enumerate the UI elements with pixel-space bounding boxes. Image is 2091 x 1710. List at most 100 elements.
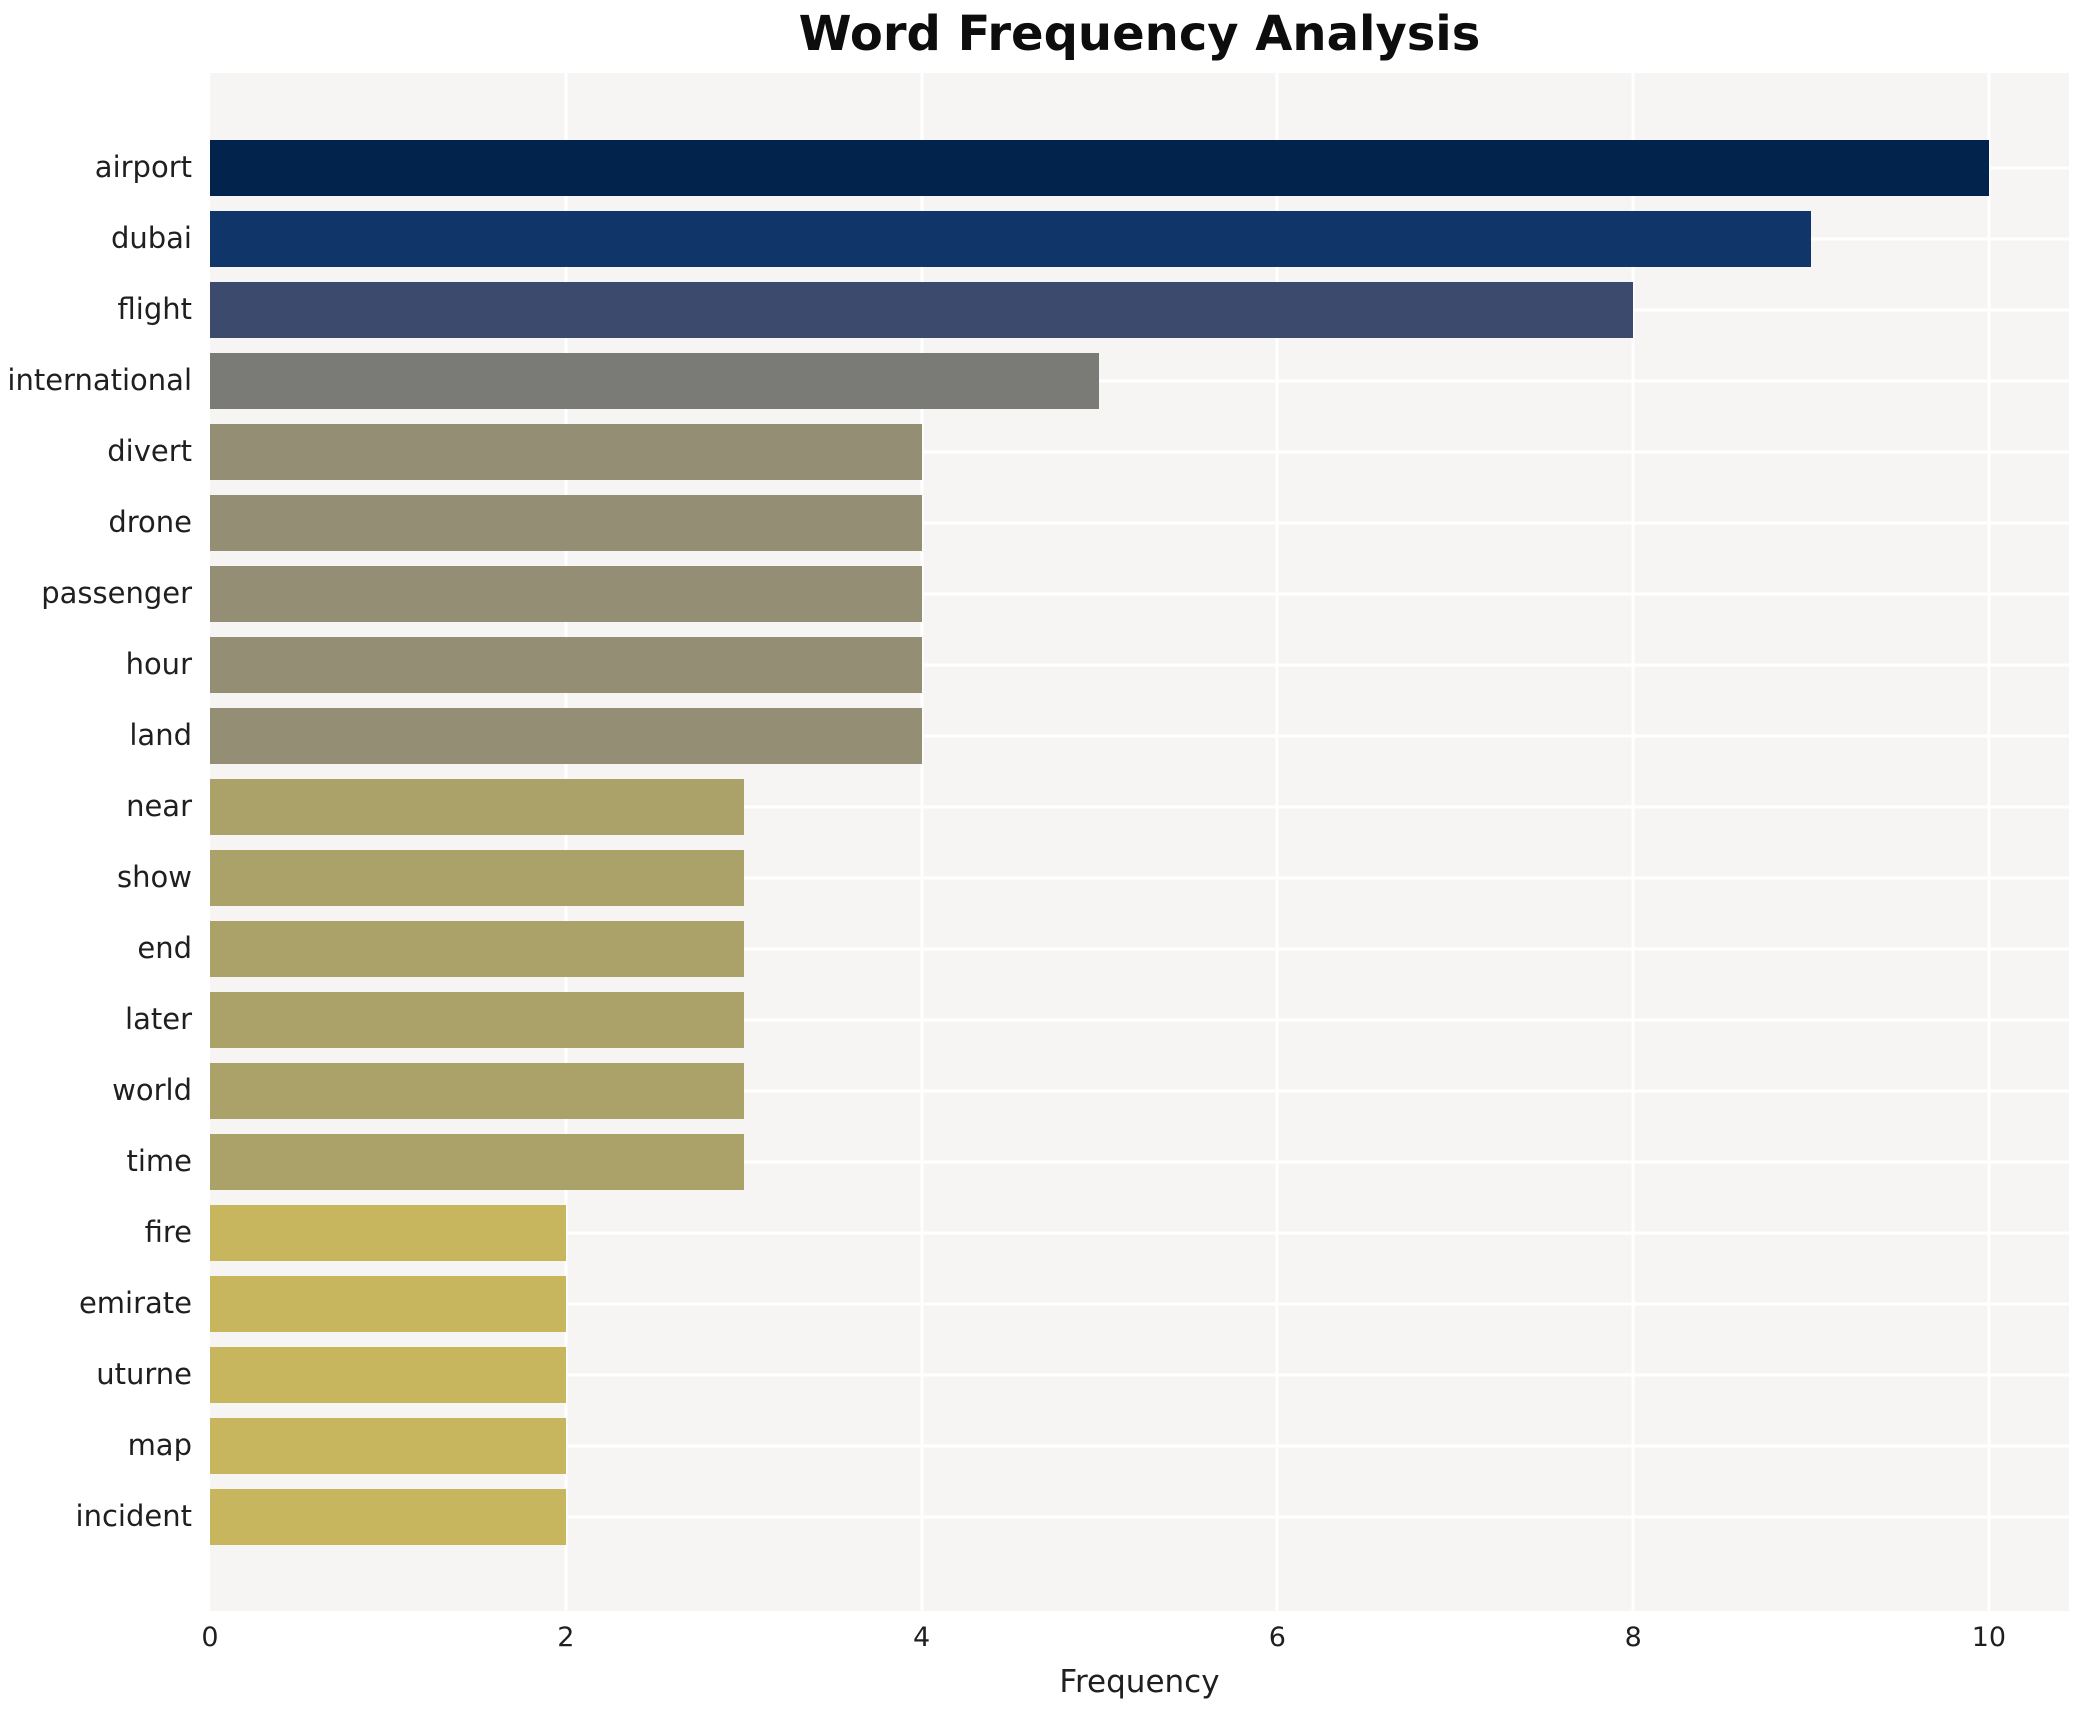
chart-title: Word Frequency Analysis: [798, 6, 1481, 62]
bar-row: international: [0, 345, 2091, 416]
category-label: flight: [117, 292, 192, 326]
bar-row: incident: [0, 1481, 2091, 1552]
bar-track: [210, 558, 2069, 629]
category-label: fire: [144, 1215, 192, 1249]
bar: [210, 210, 1812, 267]
bar-row: time: [0, 1126, 2091, 1197]
bar: [210, 565, 922, 622]
horizontal-gridline: [210, 947, 2069, 950]
horizontal-gridline: [210, 1231, 2069, 1234]
bar: [210, 920, 744, 977]
bar-row: fire: [0, 1197, 2091, 1268]
bar: [210, 1133, 744, 1190]
bar: [210, 707, 922, 764]
bar-row: show: [0, 842, 2091, 913]
horizontal-gridline: [210, 450, 2069, 453]
category-label: incident: [75, 1499, 192, 1533]
bar-row: near: [0, 771, 2091, 842]
bar-track: [210, 1339, 2069, 1410]
bar-row: flight: [0, 274, 2091, 345]
bar: [210, 494, 922, 551]
horizontal-gridline: [210, 1444, 2069, 1447]
category-label: airport: [94, 150, 192, 184]
bar-row: end: [0, 913, 2091, 984]
bar-track: [210, 1126, 2069, 1197]
bar-row: world: [0, 1055, 2091, 1126]
horizontal-gridline: [210, 1515, 2069, 1518]
vertical-gridline: [1987, 73, 1991, 1611]
x-tick-label: 0: [201, 1622, 219, 1653]
bar-track: [210, 203, 2069, 274]
category-label: emirate: [78, 1286, 192, 1320]
x-tick-label: 4: [912, 1622, 931, 1653]
bar-track: [210, 1268, 2069, 1339]
category-label: show: [117, 860, 192, 894]
category-label: near: [126, 789, 192, 823]
bar: [210, 849, 744, 906]
bar-row: uturne: [0, 1339, 2091, 1410]
bar-row: airport: [0, 132, 2091, 203]
bar: [210, 1204, 566, 1261]
bar: [210, 1417, 566, 1474]
bar-track: [210, 984, 2069, 1055]
bar-rows: airport dubai flight international divert dro…: [0, 132, 2091, 1552]
bar-row: dubai: [0, 203, 2091, 274]
x-axis-title: Frequency: [1059, 1664, 1220, 1700]
bar-row: passenger: [0, 558, 2091, 629]
bar: [210, 281, 1634, 338]
bar: [210, 778, 744, 835]
bar: [210, 1062, 744, 1119]
x-tick-label: 2: [557, 1622, 575, 1653]
bar-track: [210, 1410, 2069, 1481]
bar-track: [210, 416, 2069, 487]
bar-track: [210, 274, 2069, 345]
category-label: map: [127, 1428, 192, 1462]
bar-track: [210, 913, 2069, 984]
bar-row: emirate: [0, 1268, 2091, 1339]
x-tick-label: 8: [1624, 1622, 1642, 1653]
bar-row: hour: [0, 629, 2091, 700]
horizontal-gridline: [210, 805, 2069, 808]
bar-row: land: [0, 700, 2091, 771]
horizontal-gridline: [210, 1089, 2069, 1092]
vertical-gridline: [920, 73, 924, 1611]
category-label: dubai: [110, 221, 192, 255]
horizontal-gridline: [210, 379, 2069, 382]
bar: [210, 991, 744, 1048]
category-label: international: [7, 363, 192, 397]
bar: [210, 139, 1989, 196]
horizontal-gridline: [210, 521, 2069, 524]
category-label: hour: [125, 647, 192, 681]
x-axis-ticks: 0 2 4 6 8 10: [0, 1622, 2091, 1662]
bar-track: [210, 1481, 2069, 1552]
category-label: time: [126, 1144, 192, 1178]
category-label: passenger: [41, 576, 192, 610]
horizontal-gridline: [210, 592, 2069, 595]
horizontal-gridline: [210, 1160, 2069, 1163]
bar: [210, 1488, 566, 1545]
x-tick-label: 10: [1971, 1622, 2007, 1653]
category-label: later: [125, 1002, 192, 1036]
category-label: end: [137, 931, 192, 965]
bar-track: [210, 700, 2069, 771]
vertical-gridline: [1275, 73, 1279, 1611]
bar-track: [210, 1197, 2069, 1268]
bar-row: map: [0, 1410, 2091, 1481]
horizontal-gridline: [210, 1302, 2069, 1305]
bar-track: [210, 771, 2069, 842]
bar-row: divert: [0, 416, 2091, 487]
horizontal-gridline: [210, 1373, 2069, 1376]
bar: [210, 352, 1100, 409]
bar-track: [210, 132, 2069, 203]
horizontal-gridline: [210, 663, 2069, 666]
horizontal-gridline: [210, 876, 2069, 879]
category-label: divert: [107, 434, 192, 468]
vertical-gridline: [1631, 73, 1635, 1611]
horizontal-gridline: [210, 1018, 2069, 1021]
bar-row: drone: [0, 487, 2091, 558]
category-label: land: [129, 718, 192, 752]
bar-track: [210, 1055, 2069, 1126]
bar-track: [210, 345, 2069, 416]
category-label: world: [112, 1073, 192, 1107]
